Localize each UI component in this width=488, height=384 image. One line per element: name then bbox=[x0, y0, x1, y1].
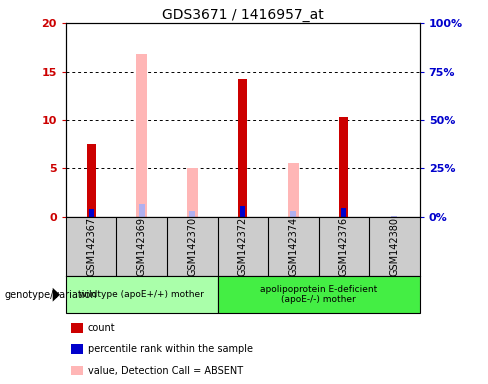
Bar bbox=[341, 208, 346, 217]
Text: percentile rank within the sample: percentile rank within the sample bbox=[88, 344, 253, 354]
Text: genotype/variation: genotype/variation bbox=[5, 290, 98, 300]
Text: count: count bbox=[88, 323, 116, 333]
Text: GSM142370: GSM142370 bbox=[187, 217, 197, 276]
Bar bbox=[339, 117, 348, 217]
Bar bbox=[218, 276, 420, 313]
Bar bbox=[240, 206, 245, 217]
Bar bbox=[89, 209, 94, 217]
Text: GSM142367: GSM142367 bbox=[86, 217, 96, 276]
Text: apolipoprotein E-deficient
(apoE-/-) mother: apolipoprotein E-deficient (apoE-/-) mot… bbox=[260, 285, 377, 305]
Bar bbox=[187, 167, 198, 217]
Polygon shape bbox=[53, 288, 60, 302]
Text: GSM142376: GSM142376 bbox=[339, 217, 349, 276]
Bar bbox=[139, 204, 145, 217]
Text: wildtype (apoE+/+) mother: wildtype (apoE+/+) mother bbox=[79, 290, 204, 299]
Bar bbox=[391, 215, 397, 217]
Text: GSM142372: GSM142372 bbox=[238, 217, 248, 276]
Bar bbox=[136, 54, 147, 217]
Bar bbox=[189, 210, 195, 217]
Text: GSM142374: GSM142374 bbox=[288, 217, 298, 276]
Bar bbox=[290, 211, 296, 217]
Title: GDS3671 / 1416957_at: GDS3671 / 1416957_at bbox=[162, 8, 324, 22]
Bar bbox=[86, 144, 96, 217]
Bar bbox=[66, 276, 218, 313]
Bar bbox=[288, 163, 299, 217]
Text: value, Detection Call = ABSENT: value, Detection Call = ABSENT bbox=[88, 366, 243, 376]
Text: GSM142369: GSM142369 bbox=[137, 217, 147, 276]
Bar bbox=[238, 79, 247, 217]
Text: GSM142380: GSM142380 bbox=[389, 217, 399, 276]
